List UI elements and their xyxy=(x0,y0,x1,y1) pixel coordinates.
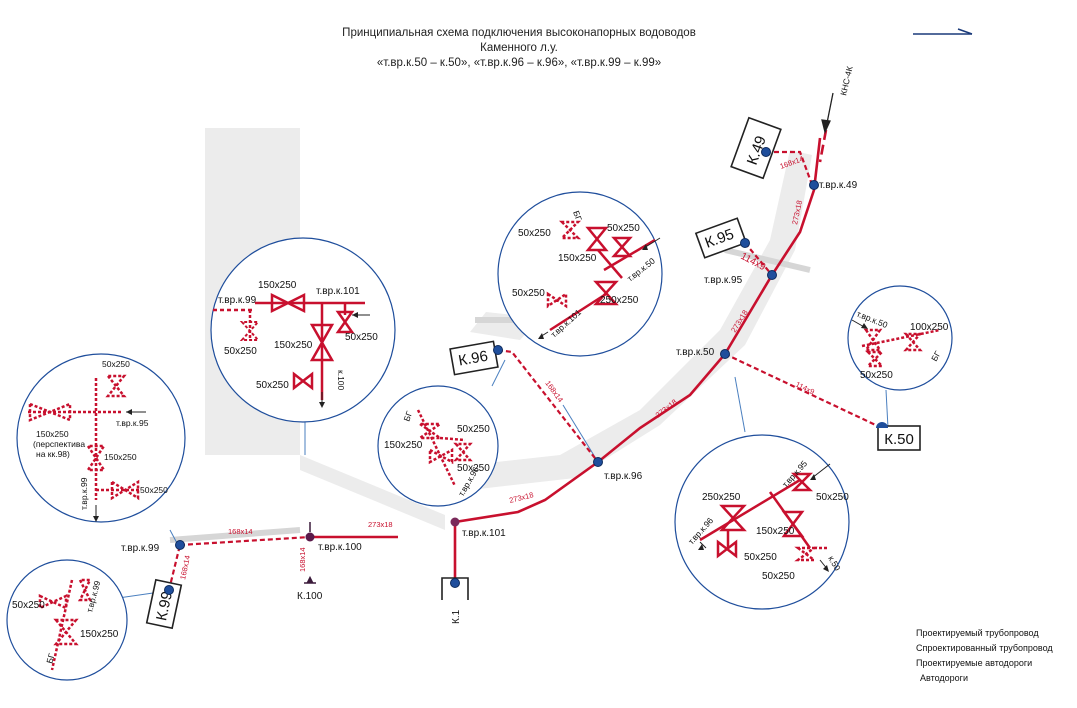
label-k100: К.100 xyxy=(297,591,323,602)
svg-text:50x250: 50x250 xyxy=(457,463,490,474)
detail-circle-tvrk101: 150x250 т.вр.к.101 т.вр.к.99 50x250 50x2… xyxy=(210,237,396,423)
node-tvrk95 xyxy=(767,270,777,280)
node-tvrk96 xyxy=(593,457,603,467)
detail-circle-top-middle: 50x250 50x250 150x250 50x250 250x250 БГ … xyxy=(497,191,663,357)
label-tvrk100: т.вр.к.100 xyxy=(318,542,362,553)
khs-line xyxy=(818,129,828,163)
node-tvrk101 xyxy=(450,517,460,527)
svg-text:К.96: К.96 xyxy=(457,348,489,370)
detail-circle-bottom-left: 50x250 150x250 т.вр.к.99 БГ xyxy=(6,559,128,681)
legend: Проектируемый трубопровод Спроектированн… xyxy=(916,628,1053,683)
label-tvrk50: т.вр.к.50 xyxy=(676,347,715,358)
label-tvrk101: т.вр.к.101 xyxy=(462,528,506,539)
node-markers xyxy=(164,147,819,595)
legend-item-3: Проектируемые автодороги xyxy=(916,658,1032,668)
svg-text:к.100: к.100 xyxy=(336,370,346,391)
box-k50: К.50 xyxy=(877,425,921,451)
svg-text:50x250: 50x250 xyxy=(860,370,893,381)
legend-item-2: Спроектированный трубопровод xyxy=(916,643,1053,653)
svg-text:150x250: 150x250 xyxy=(274,340,313,351)
svg-text:50x250: 50x250 xyxy=(762,571,795,582)
k50-marker-icon xyxy=(876,422,888,428)
pipe-label-168x14-c: 168x14 xyxy=(228,527,253,536)
detail-circle-k96: 150x250 50x250 50x250 БГ т.вр.к.96 xyxy=(377,385,499,507)
svg-text:250x250: 250x250 xyxy=(600,295,639,306)
node-k1 xyxy=(450,578,460,588)
svg-text:К.99: К.99 xyxy=(153,590,176,622)
node-k99 xyxy=(164,585,174,595)
svg-text:на кк.98): на кк.98) xyxy=(36,449,70,459)
label-khs: КНС-4К xyxy=(838,65,854,96)
svg-text:250x250: 250x250 xyxy=(702,492,741,503)
legend-item-1: Проектируемый трубопровод xyxy=(916,628,1039,638)
title-line-1: Принципиальная схема подключения высокон… xyxy=(342,27,696,39)
svg-text:150x250: 150x250 xyxy=(558,253,597,264)
pipe-label-168x14-b: 168x14 xyxy=(543,379,565,404)
north-arrow-icon xyxy=(913,28,973,35)
svg-text:50x250: 50x250 xyxy=(224,346,257,357)
svg-text:50x250: 50x250 xyxy=(607,223,640,234)
node-k95 xyxy=(740,238,750,248)
detail-circle-left: 50x250 т.вр.к.95 150x250 (перспектива на… xyxy=(16,353,186,523)
node-tvrk100 xyxy=(305,522,315,542)
svg-text:150x250: 150x250 xyxy=(258,280,297,291)
node-tvrk99 xyxy=(175,540,185,550)
svg-text:БГ: БГ xyxy=(571,209,584,222)
svg-text:т.вр.к.99: т.вр.к.99 xyxy=(218,295,257,306)
svg-text:150x250: 150x250 xyxy=(80,629,119,640)
svg-text:(перспектива: (перспектива xyxy=(33,439,85,449)
svg-text:50x250: 50x250 xyxy=(256,380,289,391)
box-k49: К.49 xyxy=(730,116,782,180)
svg-text:т.вр.к.99: т.вр.к.99 xyxy=(79,477,89,510)
svg-text:т.вр.к.95: т.вр.к.95 xyxy=(116,418,149,428)
detail-circle-right: т.вр.к.50 100x250 50x250 БГ xyxy=(847,285,953,391)
svg-text:50x250: 50x250 xyxy=(140,485,168,495)
svg-text:т.вр.к.101: т.вр.к.101 xyxy=(316,286,360,297)
node-k96 xyxy=(493,345,503,355)
svg-text:К.1: К.1 xyxy=(451,609,462,624)
label-tvrk96: т.вр.к.96 xyxy=(604,471,643,482)
label-tvrk99: т.вр.к.99 xyxy=(121,543,160,554)
node-tvrk49 xyxy=(809,180,819,190)
svg-text:150x250: 150x250 xyxy=(384,440,423,451)
pipe-label-168x14-e: 168x14 xyxy=(178,554,192,580)
svg-text:50x250: 50x250 xyxy=(744,552,777,563)
node-tvrk50 xyxy=(720,349,730,359)
box-k99: К.99 xyxy=(145,578,183,630)
pipe-label-114x9-b: 114x9 xyxy=(794,380,816,397)
label-tvrk49: т.вр.к.49 xyxy=(819,180,858,191)
svg-text:50x250: 50x250 xyxy=(512,288,545,299)
svg-text:100x250: 100x250 xyxy=(910,322,949,333)
svg-text:БГ: БГ xyxy=(929,349,943,363)
svg-text:150x250: 150x250 xyxy=(104,452,137,462)
detail-circle-bottom-right: 250x250 50x250 150x250 50x250 50x250 т.в… xyxy=(674,434,850,610)
svg-text:БГ: БГ xyxy=(44,652,56,665)
svg-text:50x250: 50x250 xyxy=(816,492,849,503)
pipe-label-168x14-d: 168x14 xyxy=(298,547,307,572)
svg-text:150x250: 150x250 xyxy=(36,429,69,439)
svg-text:50x250: 50x250 xyxy=(102,359,130,369)
legend-item-4: Автодороги xyxy=(920,673,968,683)
svg-text:50x250: 50x250 xyxy=(518,228,551,239)
svg-text:БГ: БГ xyxy=(401,409,414,422)
title-line-3: «т.вр.к.50 – к.50», «т.вр.к.96 – к.96», … xyxy=(377,57,661,69)
svg-text:50x250: 50x250 xyxy=(457,424,490,435)
callout-connectors xyxy=(117,359,889,599)
pipe-label-273x18-d: 273x18 xyxy=(508,490,534,505)
node-k49 xyxy=(761,147,771,157)
title-line-2: Каменного л.у. xyxy=(480,42,558,54)
svg-text:50x250: 50x250 xyxy=(345,332,378,343)
svg-text:К.50: К.50 xyxy=(884,431,914,448)
designed-pipeline xyxy=(310,137,822,583)
box-k96: К.96 xyxy=(449,340,499,376)
arrow-khs-icon xyxy=(821,92,834,134)
svg-text:150x250: 150x250 xyxy=(756,526,795,537)
box-k95: К.95 xyxy=(694,217,748,259)
label-tvrk95: т.вр.к.95 xyxy=(704,275,743,286)
pipe-label-273x18-e: 273x18 xyxy=(368,520,393,529)
k100-marker-icon xyxy=(304,575,316,584)
svg-text:50x250: 50x250 xyxy=(12,600,45,611)
